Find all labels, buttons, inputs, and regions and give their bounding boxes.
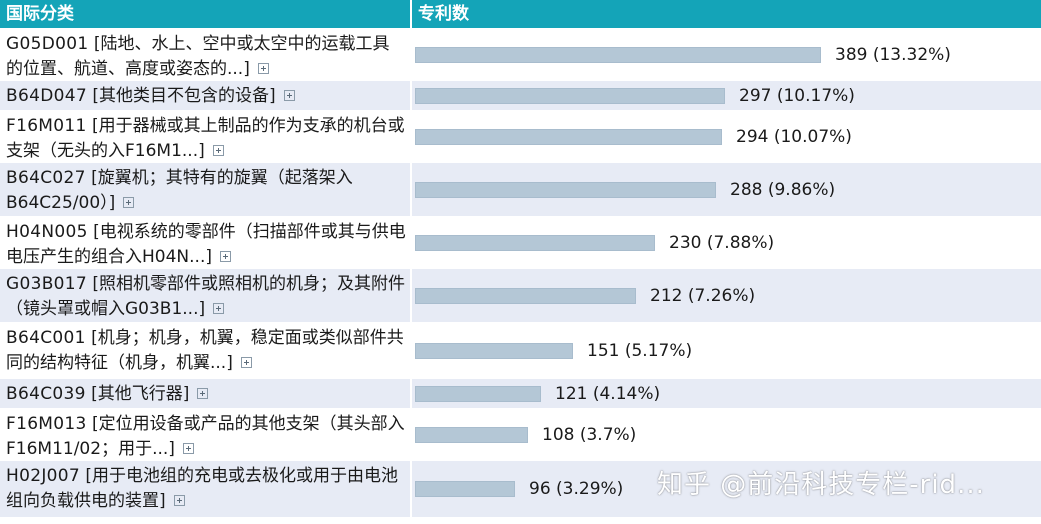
table-row: H04N005 [电视系统的零部件（扫描部件或其与供电电压产生的组合入H04N.…: [0, 217, 1041, 268]
count-cell: 121 (4.14%): [412, 379, 1041, 408]
class-description: [用于器械或其上制品的作为支承的机台或支架（无头的入F16M1...]: [6, 116, 405, 161]
bar: [415, 386, 541, 402]
bar-value-label: 389 (13.32%): [835, 45, 951, 65]
bar: [415, 88, 725, 104]
class-cell: H04N005 [电视系统的零部件（扫描部件或其与供电电压产生的组合入H04N.…: [0, 217, 410, 268]
class-description: [照相机零部件或照相机的机身；及其附件（镜头罩或帽入G03B1...]: [6, 274, 406, 319]
class-code: G05D001: [6, 34, 89, 54]
table-row: F16M011 [用于器械或其上制品的作为支承的机台或支架（无头的入F16M1.…: [0, 111, 1041, 162]
class-description: [定位用设备或产品的其他支架（其头部入F16M11/02；用于...]: [6, 414, 405, 459]
class-description: [机身；机身，机翼，稳定面或类似部件共同的结构特征（机身，机翼...]: [6, 328, 404, 373]
class-cell: B64C027 [旋翼机；其特有的旋翼（起落架入B64C25/00）]: [0, 163, 410, 216]
bar-value-label: 212 (7.26%): [650, 286, 756, 306]
bar: [415, 129, 722, 145]
bar: [415, 182, 716, 198]
bar-value-label: 288 (9.86%): [730, 180, 836, 200]
bar: [415, 481, 515, 497]
class-cell: G03B017 [照相机零部件或照相机的机身；及其附件（镜头罩或帽入G03B1.…: [0, 269, 410, 322]
class-code: H02J007: [6, 466, 80, 486]
table-row: H02J007 [用于电池组的充电或去极化或用于由电池组向负载供电的装置] 96 …: [0, 461, 1041, 517]
class-code: B64C039: [6, 384, 86, 404]
bar-value-label: 108 (3.7%): [542, 425, 637, 445]
class-code: F16M011: [6, 116, 87, 136]
class-code: B64C001: [6, 328, 86, 348]
table-row: B64D047 [其他类目不包含的设备] 297 (10.17%): [0, 81, 1041, 110]
bar: [415, 343, 573, 359]
count-cell: 389 (13.32%): [412, 29, 1041, 80]
bar: [415, 288, 636, 304]
expand-plus-icon[interactable]: [257, 62, 269, 74]
header-class-column: 国际分类: [0, 0, 410, 28]
count-cell: 294 (10.07%): [412, 111, 1041, 162]
header-count-column: 专利数: [412, 0, 1041, 28]
expand-plus-icon[interactable]: [182, 442, 194, 454]
class-cell: B64C001 [机身；机身，机翼，稳定面或类似部件共同的结构特征（机身，机翼.…: [0, 323, 410, 378]
class-cell: G05D001 [陆地、水上、空中或太空中的运载工具的位置、航道、高度或姿态的.…: [0, 29, 410, 80]
bar-value-label: 230 (7.88%): [669, 233, 775, 253]
bar: [415, 47, 821, 63]
count-cell: 151 (5.17%): [412, 323, 1041, 378]
expand-plus-icon[interactable]: [240, 356, 252, 368]
count-cell: 288 (9.86%): [412, 163, 1041, 216]
class-description: [其他飞行器]: [91, 384, 190, 404]
expand-plus-icon[interactable]: [219, 250, 231, 262]
table-header: 国际分类 专利数: [0, 0, 1041, 28]
table-row: F16M013 [定位用设备或产品的其他支架（其头部入F16M11/02；用于.…: [0, 409, 1041, 460]
expand-plus-icon[interactable]: [213, 302, 225, 314]
class-description: [用于电池组的充电或去极化或用于由电池组向负载供电的装置]: [6, 466, 399, 511]
bar-value-label: 151 (5.17%): [587, 341, 693, 361]
bar-value-label: 294 (10.07%): [736, 127, 852, 147]
class-code: H04N005: [6, 222, 88, 242]
count-cell: 230 (7.88%): [412, 217, 1041, 268]
class-cell: F16M013 [定位用设备或产品的其他支架（其头部入F16M11/02；用于.…: [0, 409, 410, 460]
class-cell: F16M011 [用于器械或其上制品的作为支承的机台或支架（无头的入F16M1.…: [0, 111, 410, 162]
class-code: F16M013: [6, 414, 87, 434]
bar-value-label: 121 (4.14%): [555, 384, 661, 404]
bar: [415, 427, 528, 443]
class-cell: B64C039 [其他飞行器]: [0, 379, 410, 408]
expand-plus-icon[interactable]: [197, 387, 209, 399]
class-cell: H02J007 [用于电池组的充电或去极化或用于由电池组向负载供电的装置]: [0, 461, 410, 517]
watermark: 知乎 @前沿科技专栏-rid...: [657, 470, 985, 500]
class-code: B64D047: [6, 86, 87, 106]
count-cell: 212 (7.26%): [412, 269, 1041, 322]
count-cell: 108 (3.7%): [412, 409, 1041, 460]
expand-plus-icon[interactable]: [123, 196, 135, 208]
count-cell: 96 (3.29%): [412, 461, 1041, 517]
table-row: B64C027 [旋翼机；其特有的旋翼（起落架入B64C25/00）] 288 (…: [0, 163, 1041, 216]
table-row: B64C039 [其他飞行器] 121 (4.14%): [0, 379, 1041, 408]
bar-value-label: 297 (10.17%): [739, 86, 855, 106]
table-row: G05D001 [陆地、水上、空中或太空中的运载工具的位置、航道、高度或姿态的.…: [0, 29, 1041, 80]
table-row: G03B017 [照相机零部件或照相机的机身；及其附件（镜头罩或帽入G03B1.…: [0, 269, 1041, 322]
table-row: B64C001 [机身；机身，机翼，稳定面或类似部件共同的结构特征（机身，机翼.…: [0, 323, 1041, 378]
class-description: [其他类目不包含的设备]: [92, 86, 276, 106]
expand-plus-icon[interactable]: [173, 494, 185, 506]
class-cell: B64D047 [其他类目不包含的设备]: [0, 81, 410, 110]
bar: [415, 235, 655, 251]
class-description: [电视系统的零部件（扫描部件或其与供电电压产生的组合入H04N...]: [6, 222, 406, 267]
expand-plus-icon[interactable]: [283, 89, 295, 101]
class-code: G03B017: [6, 274, 88, 294]
class-description: [旋翼机；其特有的旋翼（起落架入B64C25/00）]: [6, 168, 353, 213]
bar-value-label: 96 (3.29%): [529, 479, 624, 499]
count-cell: 297 (10.17%): [412, 81, 1041, 110]
class-code: B64C027: [6, 168, 86, 188]
class-description: [陆地、水上、空中或太空中的运载工具的位置、航道、高度或姿态的...]: [6, 34, 390, 79]
expand-plus-icon[interactable]: [212, 144, 224, 156]
